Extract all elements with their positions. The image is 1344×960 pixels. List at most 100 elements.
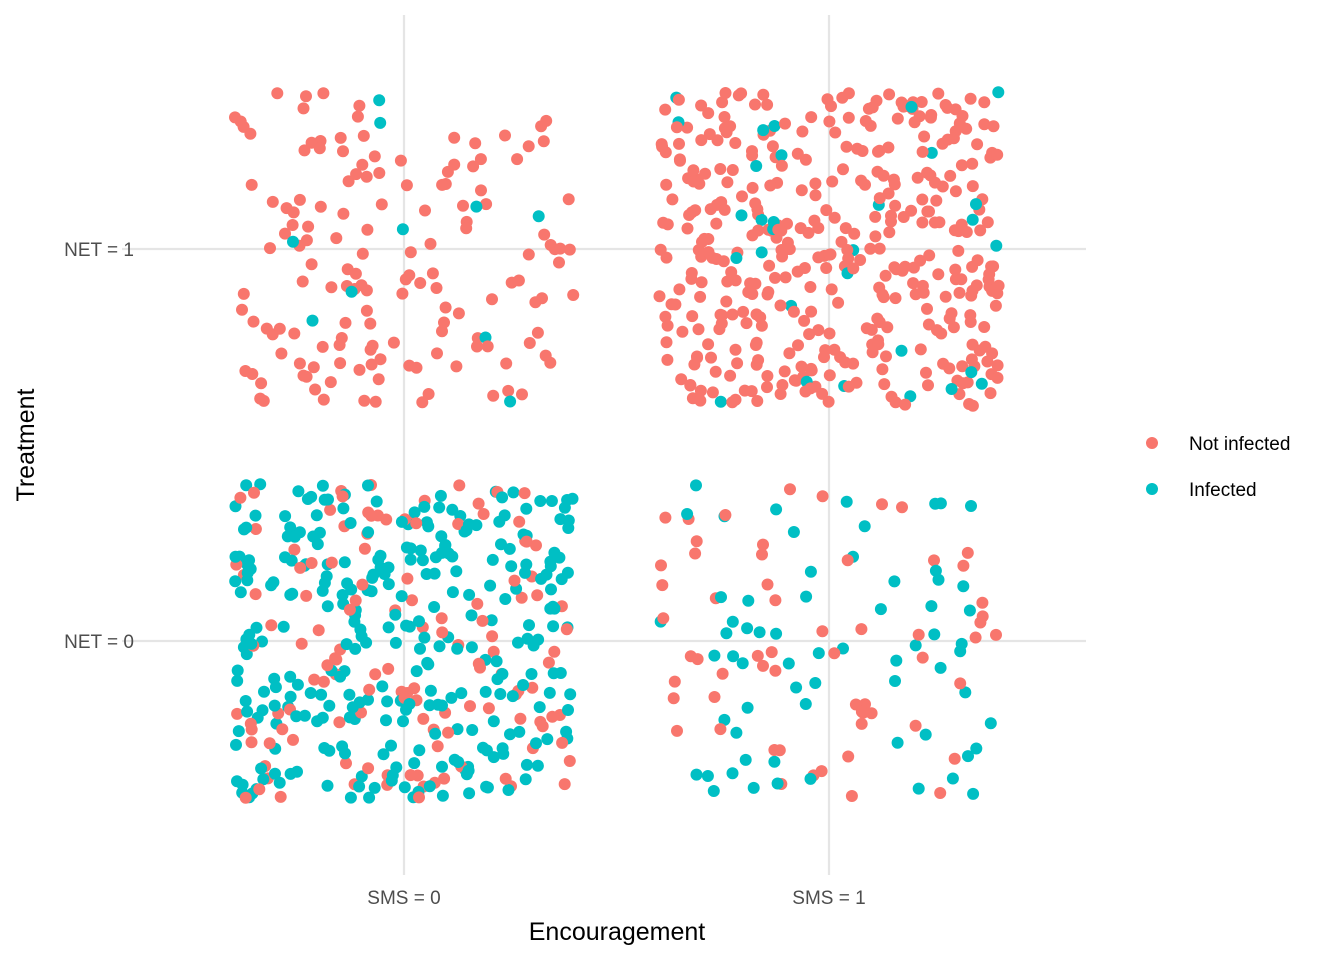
point-infected-sms0-net0 — [400, 619, 413, 632]
point-infected-sms0-net0 — [267, 576, 280, 589]
point-not-infected-sms0-net1 — [502, 384, 515, 397]
point-not-infected-sms0-net0 — [317, 675, 330, 688]
point-infected-sms0-net1 — [504, 395, 517, 408]
point-infected-sms1-net1 — [714, 395, 727, 408]
point-infected-sms1-net1 — [945, 383, 958, 395]
point-not-infected-sms1-net1 — [873, 281, 886, 294]
point-not-infected-sms1-net0 — [773, 744, 786, 757]
point-infected-sms0-net0 — [445, 691, 458, 704]
point-infected-sms0-net0 — [362, 526, 375, 539]
point-not-infected-sms1-net0 — [714, 723, 727, 736]
point-not-infected-sms1-net1 — [655, 138, 668, 151]
point-not-infected-sms0-net1 — [366, 339, 379, 352]
point-not-infected-sms0-net0 — [265, 619, 278, 632]
point-infected-sms1-net0 — [753, 626, 766, 639]
point-not-infected-sms1-net1 — [932, 87, 945, 100]
point-infected-sms0-net0 — [519, 773, 532, 786]
point-not-infected-sms0-net1 — [313, 142, 326, 155]
point-not-infected-sms1-net1 — [684, 379, 697, 391]
point-not-infected-sms1-net0 — [954, 677, 967, 690]
point-not-infected-sms0-net1 — [298, 144, 311, 157]
point-infected-sms0-net0 — [462, 764, 475, 777]
point-infected-sms0-net0 — [531, 759, 544, 772]
point-infected-sms0-net0 — [343, 688, 356, 701]
point-not-infected-sms1-net1 — [897, 211, 910, 223]
point-infected-sms0-net0 — [562, 704, 574, 716]
point-infected-sms0-net0 — [544, 560, 557, 573]
point-not-infected-sms0-net1 — [360, 284, 373, 297]
point-not-infected-sms1-net1 — [871, 165, 884, 178]
point-not-infected-sms0-net0 — [515, 591, 528, 604]
point-not-infected-sms0-net1 — [364, 317, 377, 330]
point-not-infected-sms1-net1 — [686, 310, 699, 323]
point-not-infected-sms0-net0 — [476, 614, 489, 627]
point-infected-sms0-net0 — [232, 725, 245, 738]
point-not-infected-sms1-net1 — [889, 199, 902, 212]
point-not-infected-sms0-net0 — [563, 755, 576, 767]
point-not-infected-sms1-net0 — [769, 594, 782, 607]
point-not-infected-sms0-net1 — [324, 376, 337, 389]
point-not-infected-sms1-net1 — [659, 103, 672, 116]
point-not-infected-sms0-net1 — [247, 315, 260, 328]
point-not-infected-sms0-net1 — [293, 357, 306, 370]
point-infected-sms0-net0 — [318, 576, 331, 589]
point-not-infected-sms0-net1 — [245, 178, 258, 191]
point-infected-sms1-net1 — [975, 377, 988, 390]
point-not-infected-sms0-net1 — [471, 340, 483, 353]
point-not-infected-sms0-net1 — [422, 388, 435, 400]
point-not-infected-sms0-net1 — [254, 392, 267, 405]
point-not-infected-sms1-net1 — [965, 353, 978, 366]
point-infected-sms1-net0 — [681, 508, 694, 520]
point-not-infected-sms1-net1 — [880, 350, 892, 363]
point-infected-sms1-net0 — [959, 686, 972, 699]
point-not-infected-sms1-net0 — [757, 538, 769, 551]
point-not-infected-sms0-net0 — [305, 557, 318, 569]
point-not-infected-sms0-net0 — [276, 723, 289, 736]
point-not-infected-sms0-net1 — [404, 246, 417, 259]
point-not-infected-sms1-net1 — [721, 176, 734, 189]
point-infected-sms0-net0 — [346, 701, 359, 714]
point-infected-sms0-net0 — [240, 521, 253, 534]
point-infected-sms1-net1 — [730, 252, 743, 264]
point-not-infected-sms1-net1 — [885, 209, 897, 222]
point-not-infected-sms0-net1 — [452, 307, 465, 320]
point-infected-sms0-net0 — [433, 501, 446, 514]
point-not-infected-sms1-net0 — [716, 667, 729, 680]
point-infected-sms0-net0 — [311, 715, 324, 728]
point-infected-sms0-net0 — [234, 586, 247, 599]
point-not-infected-sms1-net1 — [724, 369, 737, 382]
point-infected-sms0-net0 — [284, 588, 297, 601]
point-not-infected-sms0-net1 — [287, 206, 300, 219]
point-not-infected-sms1-net1 — [915, 96, 928, 108]
point-not-infected-sms0-net1 — [360, 304, 373, 317]
point-not-infected-sms1-net0 — [912, 628, 925, 641]
point-infected-sms0-net0 — [490, 655, 503, 668]
point-not-infected-sms1-net1 — [960, 226, 973, 238]
point-not-infected-sms1-net1 — [836, 91, 849, 104]
point-not-infected-sms0-net1 — [450, 360, 463, 373]
point-not-infected-sms0-net1 — [302, 220, 315, 233]
point-not-infected-sms1-net1 — [869, 210, 882, 223]
point-not-infected-sms1-net1 — [661, 319, 674, 332]
y-axis: NET = 1 NET = 0 Treatment — [12, 240, 134, 653]
point-not-infected-sms1-net1 — [761, 370, 774, 382]
point-not-infected-sms1-net1 — [737, 305, 750, 318]
point-not-infected-sms0-net0 — [474, 661, 486, 674]
point-not-infected-sms1-net1 — [816, 387, 829, 400]
point-not-infected-sms0-net1 — [563, 243, 576, 256]
point-infected-sms0-net0 — [413, 744, 426, 757]
point-infected-sms0-net0 — [229, 550, 242, 563]
point-not-infected-sms1-net0 — [784, 483, 796, 496]
point-not-infected-sms0-net0 — [239, 791, 252, 804]
point-not-infected-sms1-net1 — [991, 359, 1004, 372]
point-not-infected-sms1-net1 — [885, 390, 898, 403]
point-infected-sms0-net0 — [418, 631, 431, 644]
point-not-infected-sms1-net1 — [981, 355, 994, 368]
point-not-infected-sms1-net0 — [816, 625, 829, 638]
point-infected-sms0-net0 — [452, 756, 465, 768]
point-not-infected-sms1-net1 — [776, 379, 789, 391]
point-infected-sms0-net0 — [292, 485, 305, 498]
point-infected-sms1-net1 — [965, 366, 978, 379]
point-not-infected-sms1-net1 — [795, 360, 808, 373]
